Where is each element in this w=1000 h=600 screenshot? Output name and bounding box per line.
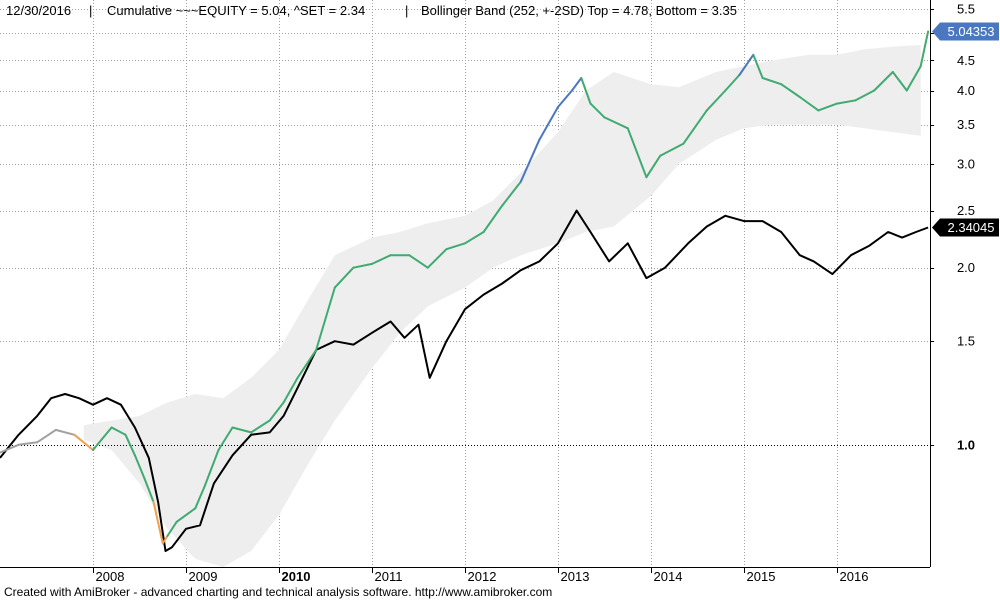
series-line-equity-segment — [780, 83, 801, 98]
series-line-equity-segment — [752, 53, 764, 79]
set-last-value-badge: 2.34045 — [932, 218, 999, 237]
series-line-set — [0, 209, 929, 552]
series-line-equity-segment — [873, 71, 894, 92]
x-tick-label: 2014 — [654, 569, 683, 584]
series-line-equity-segment — [705, 89, 727, 112]
x-tick-label: 2015 — [747, 569, 776, 584]
series-line-equity-segment — [501, 180, 522, 207]
header-date: 12/30/2016 — [6, 3, 71, 18]
series-line-equity-segment — [836, 99, 857, 105]
series-line-equity-segment — [464, 231, 485, 245]
series-line-equity-segment — [580, 77, 592, 105]
series-line-equity-segment — [152, 500, 164, 545]
series-line-equity-segment — [891, 71, 908, 92]
y-tick-label: 5.5 — [957, 2, 975, 17]
series-line-equity-segment — [445, 242, 466, 251]
series-line-equity-segment — [217, 426, 234, 451]
x-tick-label: 2016 — [840, 569, 869, 584]
series-line-equity-segment — [557, 89, 573, 108]
series-line-equity-segment — [724, 74, 741, 92]
series-line-equity-segment — [231, 426, 253, 434]
series-line-equity-segment — [203, 449, 220, 488]
series-line-equity-segment — [282, 376, 299, 404]
y-tick-label: 2.0 — [957, 260, 975, 275]
set-last-value-badge-label: 2.34045 — [948, 220, 995, 235]
equity-last-value-badge: 5.04353 — [932, 22, 999, 41]
y-tick-label: 4.5 — [957, 53, 975, 68]
y-tick-label: 2.5 — [957, 203, 975, 218]
y-tick-label: 1.0 — [957, 437, 975, 452]
equity-last-value-badge-bg — [932, 22, 999, 41]
series-line-equity-segment — [571, 77, 583, 92]
series-line-equity-segment — [0, 443, 20, 454]
x-tick-label: 2012 — [468, 569, 497, 584]
series-line-equity-segment — [133, 454, 146, 479]
x-axis: 2008 2009 2010 2011 2012 2013 2014 2015 2016 — [93, 567, 869, 584]
series-line-equity-segment — [738, 53, 755, 76]
series-line-equity-segment — [626, 127, 648, 179]
series-line-equity-segment — [761, 77, 783, 86]
last-value-badges: 5.04353 2.34045 — [932, 22, 999, 237]
y-tick-label: 3.0 — [957, 157, 975, 172]
series-line-equity-segment — [17, 441, 39, 446]
series-line-equity-segment — [194, 485, 206, 510]
chart-header: 12/30/2016 | Cumulative ~~~EQUITY = 5.04… — [6, 3, 737, 18]
series-line-equity-segment — [333, 266, 355, 289]
series-line-equity-segment — [124, 433, 136, 457]
series-line-equity-segment — [143, 476, 155, 503]
series-line-equity-segment — [854, 89, 876, 102]
series-line-equity-segment — [36, 428, 57, 444]
set-last-value-badge-bg — [932, 218, 999, 237]
y-tick-label: 3.5 — [957, 117, 975, 132]
series-line-equity-segment — [603, 116, 629, 130]
x-tick-label: 2008 — [96, 569, 125, 584]
series-line-equity-segment — [175, 507, 197, 523]
series-line-equity-segment — [905, 65, 922, 92]
series-line-equity-segment — [73, 433, 94, 451]
series-line-equity-segment — [659, 142, 685, 157]
x-tick-label: 2013 — [561, 569, 590, 584]
series-line-equity-segment — [426, 248, 448, 269]
equity-last-value-badge-label: 5.04353 — [948, 24, 995, 39]
bollinger-band-area — [83, 45, 921, 567]
header-separator: | — [405, 3, 408, 18]
series-line-equity-segment — [92, 426, 113, 451]
series-line-equity-segment — [352, 262, 373, 269]
series-line-equity-segment — [315, 286, 336, 351]
header-separator: | — [89, 3, 92, 18]
series-line-equity-segment — [296, 348, 318, 379]
grid-layer — [0, 0, 930, 567]
series-line-equity-segment — [268, 401, 285, 422]
header-equity-text: Cumulative ~~~EQUITY = 5.04, ^SET = 2.34 — [107, 3, 365, 18]
series-line-equity-segment — [817, 102, 838, 112]
series-line-equity-segment — [519, 138, 541, 183]
series-line-equity-segment — [798, 96, 820, 112]
x-tick-label: 2009 — [189, 569, 218, 584]
series-line-equity-segment — [408, 254, 429, 269]
series-line-equity-segment — [371, 254, 392, 265]
series-line-equity-segment — [110, 426, 127, 436]
series-line-equity-segment — [161, 535, 169, 545]
x-tick-label: 2010 — [282, 569, 311, 584]
series-layer — [0, 30, 930, 552]
series-line-equity-segment — [166, 520, 178, 537]
series-line-equity-segment — [482, 204, 504, 233]
series-line-equity-segment — [589, 102, 606, 119]
y-tick-label: 1.5 — [957, 334, 975, 349]
footer-credit: Created with AmiBroker - advanced charti… — [4, 585, 552, 599]
series-line-equity-segment — [538, 106, 559, 141]
x-tick-label: 2011 — [375, 569, 403, 584]
series-line-equity-segment — [919, 30, 930, 68]
series-line-equity-segment — [54, 428, 76, 436]
series-line-equity-segment — [682, 109, 708, 145]
series-line-equity-segment — [645, 154, 662, 179]
series-line-equity-segment — [250, 419, 271, 434]
y-tick-label: 4.0 — [957, 83, 975, 98]
header-bollinger-text: Bollinger Band (252, +-2SD) Top = 4.78, … — [421, 3, 737, 18]
